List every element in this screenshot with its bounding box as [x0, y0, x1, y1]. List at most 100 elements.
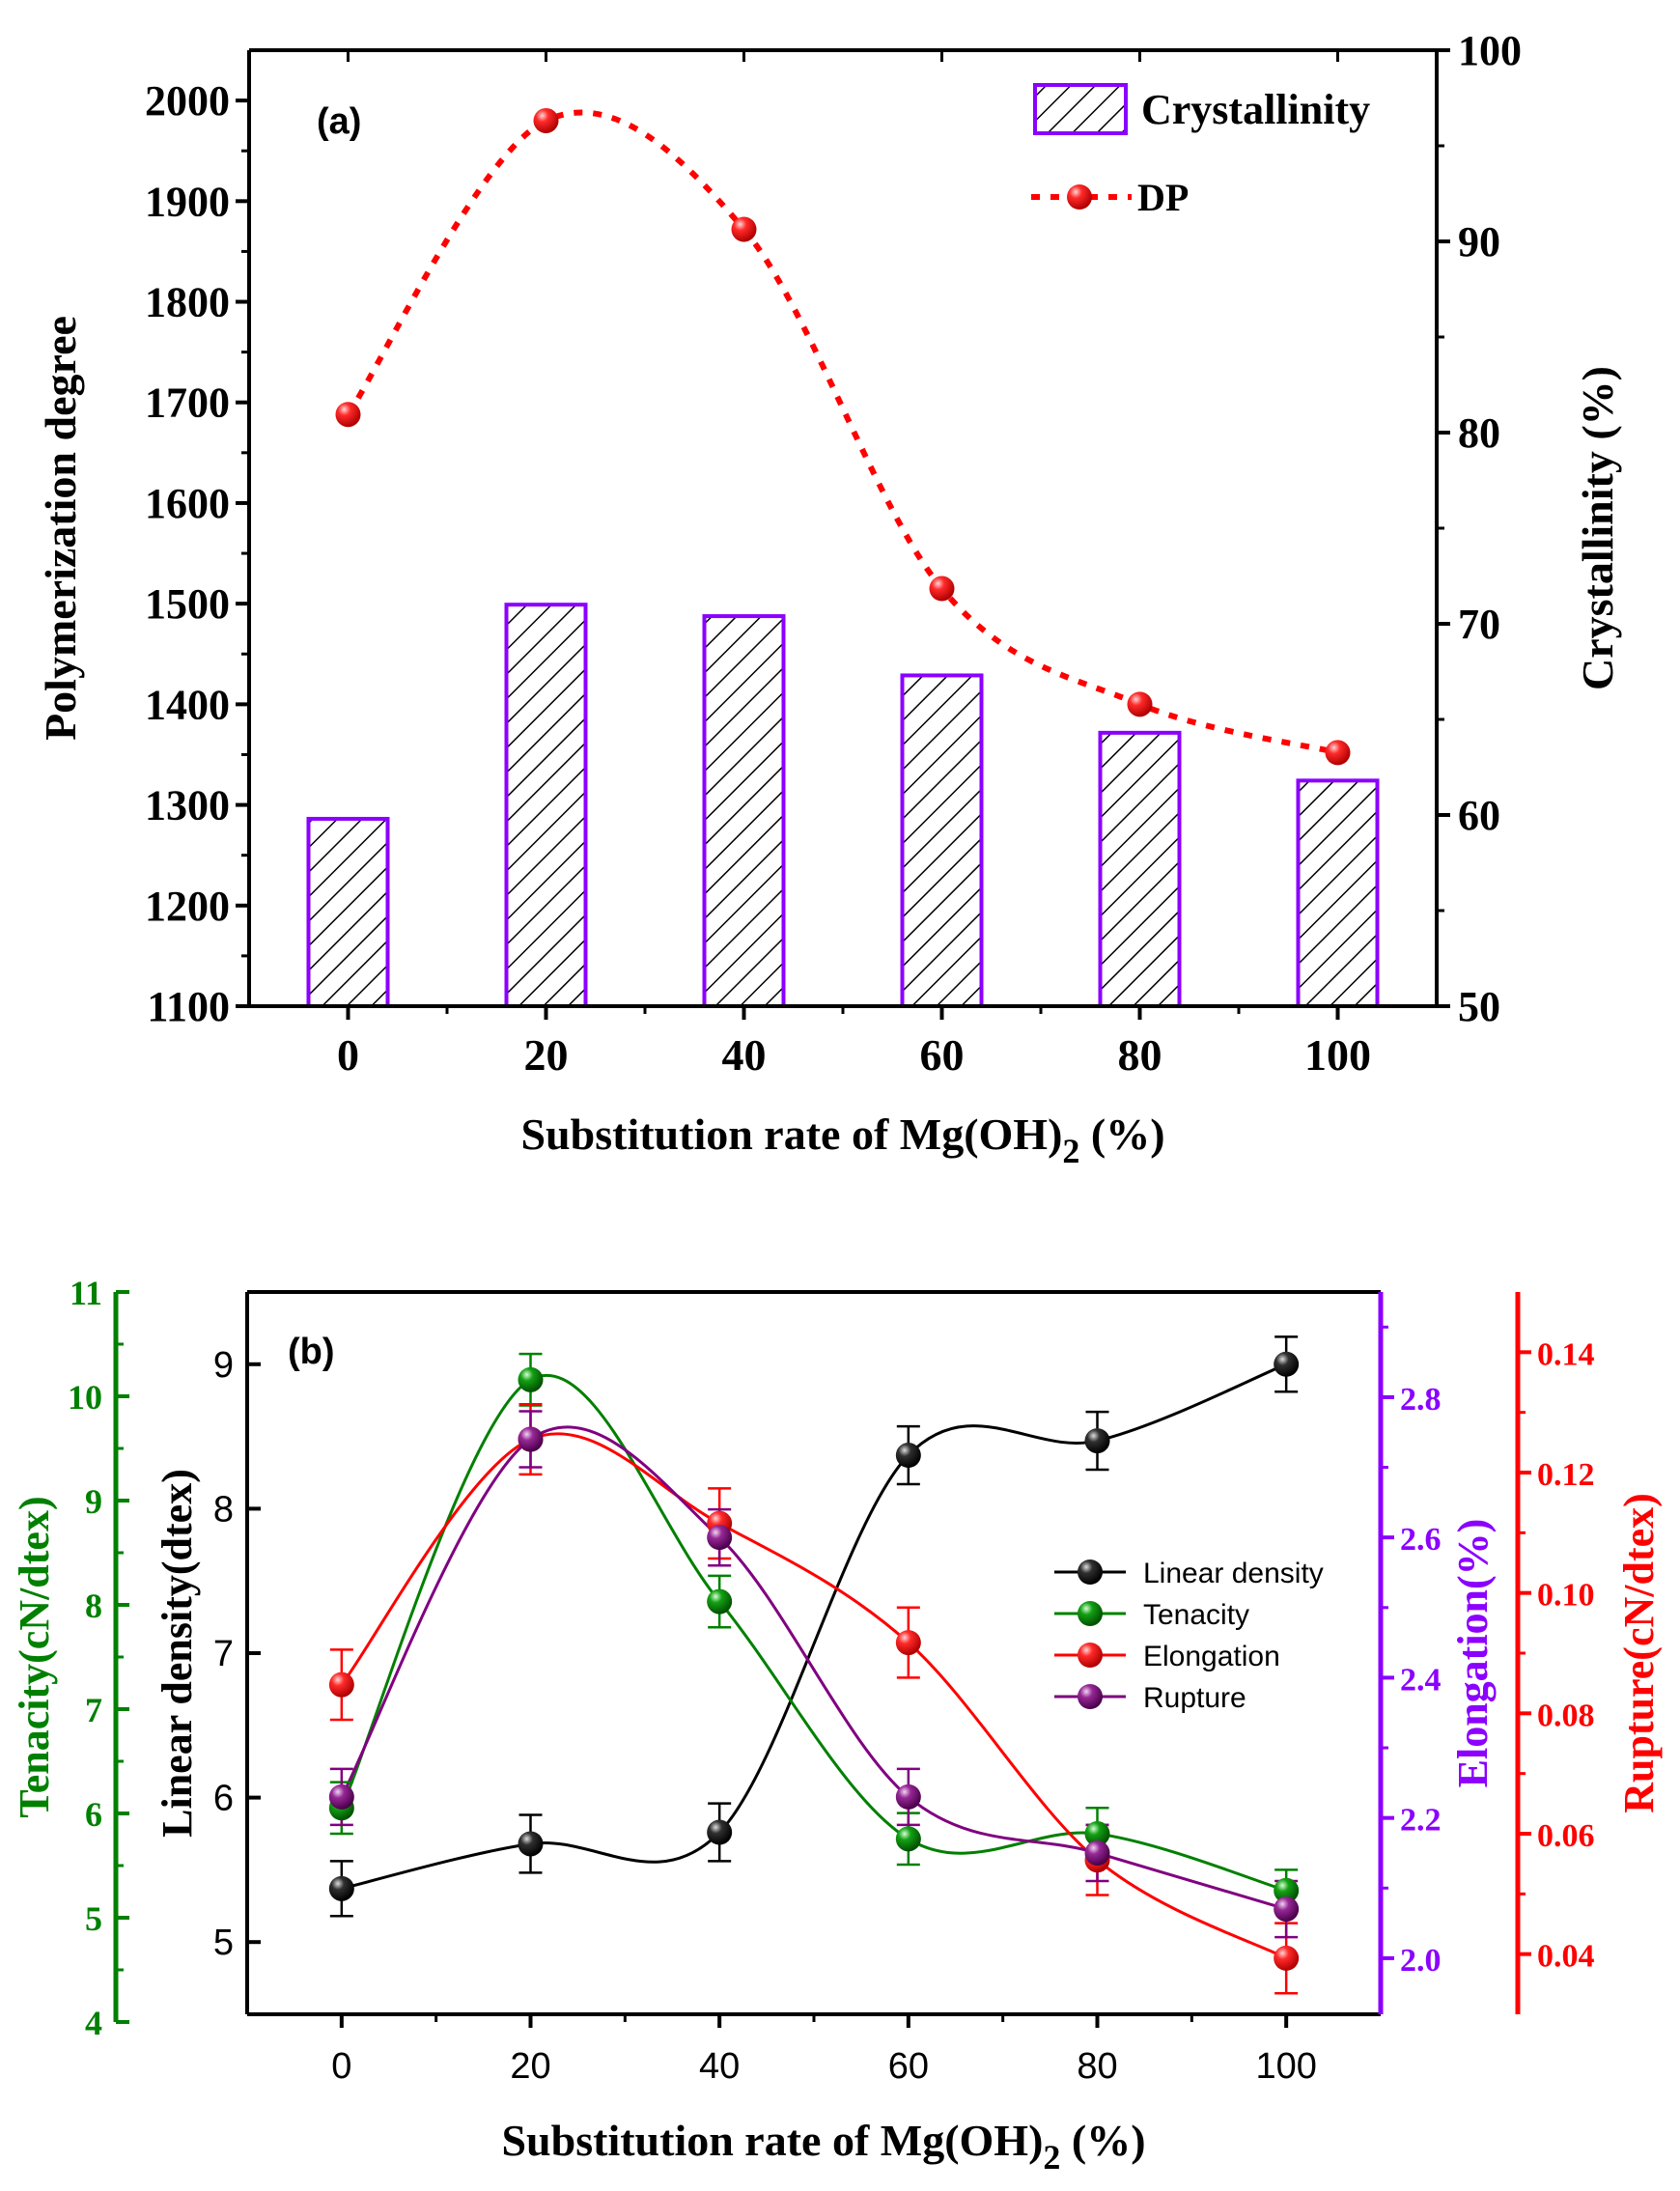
x-axis-title-subscript: 2	[1043, 2138, 1060, 2177]
x-axis-title-subscript: 2	[1062, 1132, 1079, 1170]
x-tick-label: 100	[1304, 1030, 1371, 1080]
legend-elongation-marker	[1078, 1643, 1103, 1668]
dp-point	[929, 576, 955, 602]
x-tick-label: 40	[699, 2046, 740, 2087]
tenacity-tick-label: 5	[85, 1899, 102, 1938]
panel-b: 0 20 40 60 80 100 5 6 7 8 9 Linear density(dtex) 4 5 6…	[11, 1274, 1663, 2177]
linear-density-point	[895, 1443, 921, 1469]
y-left-tick-label: 1800	[145, 279, 230, 326]
rupture-tick-label: 0.08	[1537, 1698, 1595, 1733]
dp-point	[533, 107, 559, 133]
linear-density-point	[707, 1819, 733, 1845]
linear-density-tick-label: 7	[213, 1634, 234, 1674]
linear-density-point	[328, 1875, 354, 1901]
tenacity-point	[518, 1366, 544, 1392]
crystallinity-bar	[306, 816, 390, 1009]
elongation-tick-label: 2.8	[1400, 1382, 1442, 1418]
tenacity-point	[1084, 1821, 1110, 1846]
tenacity-axis-title: Tenacity(cN/dtex)	[11, 1496, 58, 1817]
y-axis-left-title: Polymerization degree	[36, 316, 85, 741]
y-right-tick-label: 80	[1458, 409, 1500, 457]
crystallinity-bar	[1296, 778, 1380, 1008]
linear-density-tick-label: 8	[213, 1489, 234, 1530]
tenacity-line	[340, 1373, 1287, 1893]
elongation-tick-label: 2.0	[1400, 1943, 1442, 1979]
x-tick-label: 100	[1255, 2046, 1316, 2087]
crystallinity-bar	[702, 614, 786, 1009]
x-tick-label: 80	[1077, 2046, 1117, 2087]
legend-linear-density-label: Linear density	[1143, 1558, 1324, 1589]
y-axis-right-title: Crystallinity (%)	[1573, 366, 1622, 690]
y-right-tick-label: 50	[1458, 983, 1500, 1030]
x-tick-label: 80	[1118, 1030, 1162, 1080]
elongation-point	[1274, 1945, 1300, 1971]
rupture-tick-label: 0.10	[1537, 1578, 1595, 1614]
legend-dp-marker	[1067, 184, 1092, 210]
tenacity-tick-label: 11	[70, 1274, 102, 1312]
x-tick-label: 20	[510, 2046, 550, 2087]
tenacity-tick-label: 9	[85, 1482, 102, 1521]
y-right-tick-label: 60	[1458, 792, 1500, 839]
y-left-tick-label: 1700	[145, 379, 230, 427]
x-tick-label: 0	[337, 1030, 359, 1080]
rupture-tick-label: 0.06	[1537, 1818, 1595, 1854]
panel-a: 0 20 40 60 80 100 1100 1200 1300 1400 1500 1600 1700…	[36, 27, 1622, 1170]
elongation-point	[328, 1671, 354, 1698]
rupture-point	[518, 1426, 544, 1452]
dp-point	[731, 216, 757, 242]
x-axis-title-tail: (%)	[1079, 1110, 1164, 1159]
y-right-tick-label: 100	[1458, 27, 1522, 74]
y-left-tick-label: 1600	[145, 480, 230, 527]
legend-linear-density-marker	[1078, 1559, 1103, 1585]
dp-point	[335, 402, 361, 428]
panel-label-b: (b)	[288, 1332, 335, 1372]
rupture-axis-title: Rupture(cN/dtex)	[1615, 1493, 1663, 1813]
tenacity-tick-label: 8	[85, 1587, 102, 1625]
x-axis-title-main: Substitution rate of Mg(OH)	[501, 2116, 1043, 2165]
elongation-tick-label: 2.4	[1400, 1662, 1442, 1698]
legend-tenacity-marker	[1078, 1601, 1103, 1626]
tenacity-tick-label: 4	[85, 2004, 102, 2042]
panel-label-a: (a)	[317, 101, 361, 142]
x-axis-title: Substitution rate of Mg(OH)2 (%)	[520, 1110, 1164, 1170]
crystallinity-bar	[1098, 730, 1182, 1008]
y-left-tick-label: 1900	[145, 178, 230, 225]
x-tick-label: 60	[888, 2046, 929, 2087]
elongation-tick-label: 2.2	[1400, 1803, 1442, 1839]
linear-density-axis-title: Linear density(dtex)	[154, 1469, 201, 1838]
dp-point	[1325, 740, 1351, 766]
y-left-tick-label: 1400	[145, 681, 230, 728]
y-left-tick-label: 2000	[145, 77, 230, 125]
elongation-tick-label: 2.6	[1400, 1522, 1442, 1558]
elongation-axis-title: Elongation(%)	[1449, 1519, 1497, 1788]
y-left-tick-label: 1300	[145, 782, 230, 829]
legend-rupture-label: Rupture	[1143, 1682, 1246, 1714]
legend-tenacity-label: Tenacity	[1143, 1599, 1249, 1631]
linear-density-point	[1084, 1428, 1110, 1454]
legend-elongation-label: Elongation	[1143, 1641, 1280, 1672]
x-tick-label: 60	[920, 1030, 965, 1080]
y-left-tick-label: 1500	[145, 580, 230, 628]
x-tick-label: 0	[331, 2046, 351, 2087]
y-left-tick-label: 1100	[147, 983, 230, 1030]
crystallinity-bar	[504, 603, 588, 1008]
tenacity-tick-label: 6	[85, 1795, 102, 1834]
legend-rupture-marker	[1078, 1684, 1103, 1709]
y-right-tick-label: 70	[1458, 601, 1500, 648]
linear-density-tick-label: 9	[213, 1345, 234, 1386]
tenacity-point	[895, 1826, 921, 1852]
rupture-point	[707, 1525, 733, 1551]
x-axis-title-tail: (%)	[1060, 2116, 1145, 2165]
rupture-tick-label: 0.12	[1537, 1457, 1595, 1493]
rupture-point	[1084, 1840, 1110, 1866]
rupture-point	[1274, 1896, 1300, 1923]
y-right-tick-label: 90	[1458, 218, 1500, 266]
linear-density-point	[518, 1831, 544, 1857]
elongation-point	[895, 1630, 921, 1656]
dp-line	[346, 109, 1339, 756]
rupture-point	[895, 1784, 921, 1810]
x-axis-title-main: Substitution rate of Mg(OH)	[520, 1110, 1062, 1159]
x-tick-label: 40	[722, 1030, 767, 1080]
tenacity-tick-label: 10	[68, 1378, 102, 1417]
